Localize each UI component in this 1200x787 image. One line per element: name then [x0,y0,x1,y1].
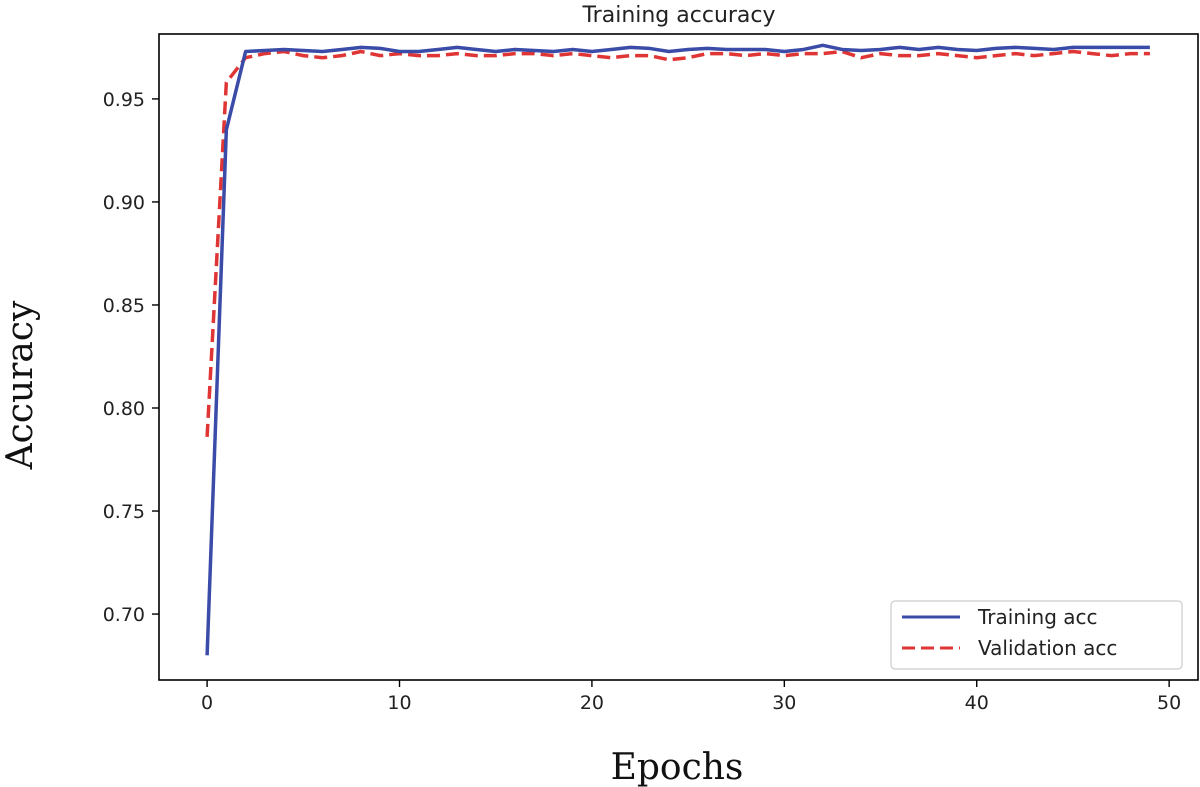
y-tick-label: 0.70 [103,604,145,626]
y-axis-title: Accuracy [0,300,41,470]
y-tick-label: 0.75 [103,501,145,523]
series-layer [205,43,1150,656]
x-tick-label: 10 [387,692,411,714]
y-tick-label: 0.90 [103,192,145,214]
chart-title: Training accuracy [581,3,775,28]
legend-box [890,600,1183,670]
y-axis-ticks: 0.70 0.75 0.80 0.85 0.90 0.95 [103,89,159,626]
legend-label-training: Training acc [977,605,1098,629]
y-tick-label: 0.80 [103,398,145,420]
x-tick-label: 0 [201,692,213,714]
x-axis-ticks: 0 10 20 30 40 50 [201,680,1181,714]
legend-label-validation: Validation acc [978,636,1117,660]
series-line-training [205,43,1150,656]
x-axis-title: Epochs [611,747,744,787]
y-tick-label: 0.95 [103,89,145,111]
legend: Training acc Validation acc [890,600,1183,670]
y-tick-label: 0.85 [103,295,145,317]
series-line-validation [205,49,1150,437]
plot-frame [158,33,1199,681]
x-tick-label: 50 [1157,692,1181,714]
x-tick-label: 30 [772,692,796,714]
x-tick-label: 40 [965,692,989,714]
x-tick-label: 20 [580,692,604,714]
